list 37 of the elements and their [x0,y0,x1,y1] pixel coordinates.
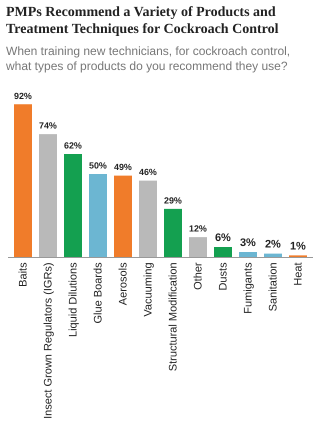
x-tick-label: Liquid Dilutions [68,262,80,338]
x-tick-label: Baits [18,262,30,287]
data-label: 3% [240,237,256,250]
bar [14,104,32,257]
x-tick-label: Sanitation [268,262,280,312]
x-tick-label: Dusts [218,262,230,291]
bar [139,180,157,257]
bar [164,208,182,257]
chart-subtitle: When training new technicians, for cockroach control, what types of products do you recommend they use? [5,43,292,74]
data-label: 6% [214,232,232,244]
data-label: 74% [39,120,57,131]
bar [114,176,132,257]
data-label: 46% [139,167,157,178]
data-label: 92% [14,90,32,101]
x-tick-label: Insect Grown Regulators (IGRs) [42,262,55,419]
x-tick-label: Other [192,262,205,290]
bar [239,252,257,257]
data-label: 49% [114,162,132,172]
x-tick-label: Aerosols [118,262,130,306]
bar [214,247,232,257]
data-label: 1% [290,240,306,252]
data-label: 50% [89,160,107,171]
bar [189,237,207,257]
bar [89,174,107,257]
data-label: 12% [189,224,207,234]
data-label: 29% [164,195,182,206]
data-label: 2% [264,238,282,251]
bar [64,154,82,257]
bar [39,134,57,257]
chart-title: PMPs Recommend a Variety of Products and Treatment Techniques for Cockroach Control [5,4,280,38]
x-tick-label: Glue Boards [92,262,105,324]
data-label: 62% [64,140,82,151]
x-tick-label: Heat [292,262,305,286]
x-tick-label: Vacuuming [142,262,155,317]
x-tick-label: Fumigants [242,262,255,314]
bar [264,254,282,257]
x-tick-label: Structural Modification [168,262,180,372]
